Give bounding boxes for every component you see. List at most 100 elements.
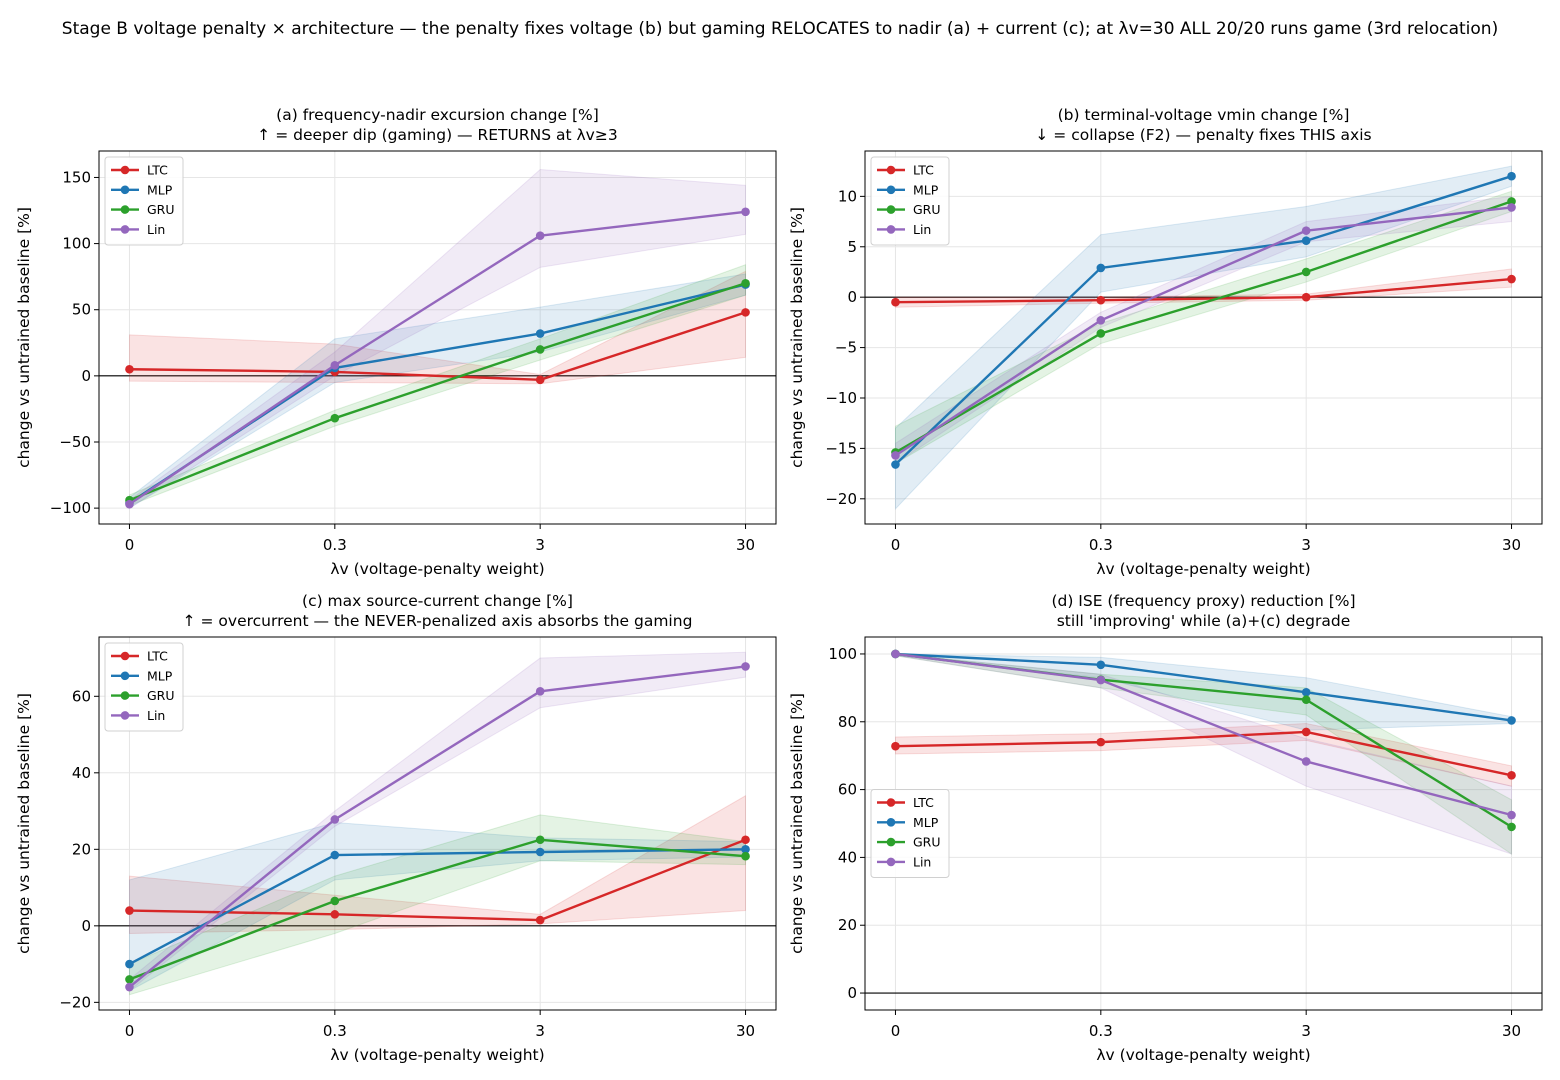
data-point-lin	[330, 360, 340, 370]
band-lin	[128, 169, 747, 510]
data-point-lin	[1301, 757, 1311, 766]
band-ltc	[128, 270, 747, 385]
data-point-lin	[1096, 316, 1106, 325]
data-point-ltc	[1301, 727, 1311, 737]
data-point-ltc	[1507, 771, 1516, 780]
legend-label-lin: Lin	[913, 222, 931, 237]
y-tick-label: 100	[62, 235, 91, 253]
data-point-ltc	[125, 906, 134, 915]
x-tick-label: 0.3	[1089, 536, 1113, 554]
data-point-lin	[891, 649, 900, 659]
series-line-gru	[129, 838, 746, 981]
legend: LTC MLP GRU Lin	[870, 789, 950, 878]
band-lin	[894, 653, 1513, 855]
series-line-lin	[895, 652, 1512, 817]
panel-title: (c) max source-current change [%]	[302, 592, 573, 610]
panel-subtitle: ↑ = deeper dip (gaming) — RETURNS at λv≥…	[257, 126, 617, 144]
y-tick-label: 0	[81, 917, 91, 935]
series-line-ltc	[895, 277, 1512, 304]
data-point-gru	[1301, 695, 1311, 705]
x-tick-label: 0.3	[323, 1022, 347, 1040]
data-point-lin	[1507, 810, 1516, 820]
data-point-mlp	[330, 850, 340, 860]
y-tick-label: 0	[81, 367, 91, 385]
data-point-lin	[1096, 675, 1106, 685]
data-point-gru	[1507, 822, 1516, 832]
data-point-mlp	[1096, 263, 1106, 273]
legend-label-gru: GRU	[913, 202, 941, 217]
y-tick-label: 0	[847, 984, 857, 1002]
chart-panel-c: −20 0 20 40 60 0 0.3 3 30 (c) max source-current …	[15, 592, 777, 1064]
series-line-mlp	[894, 175, 1512, 466]
data-point-ltc	[891, 297, 900, 307]
data-point-gru	[535, 835, 545, 845]
legend-marker-lin	[120, 711, 130, 720]
legend-box	[870, 789, 950, 878]
data-point-ltc	[741, 308, 750, 317]
series-line-ltc	[895, 730, 1512, 777]
legend-label-ltc: LTC	[913, 795, 934, 810]
x-tick-label: 30	[1502, 1022, 1521, 1040]
legend-label-ltc: LTC	[913, 163, 934, 178]
data-point-lin	[535, 687, 545, 696]
data-point-gru	[1096, 329, 1106, 338]
y-tick-label: 80	[838, 713, 857, 731]
data-point-lin	[891, 451, 900, 460]
y-tick-label: −20	[825, 490, 857, 508]
axes-frame	[98, 150, 777, 525]
data-point-gru	[741, 851, 750, 861]
data-point-ltc	[1301, 292, 1311, 302]
legend-marker-gru	[886, 205, 896, 214]
x-axis-label: λv (voltage-penalty weight)	[330, 1046, 544, 1064]
data-point-lin	[125, 982, 134, 992]
legend: LTC MLP GRU Lin	[870, 156, 950, 246]
y-tick-label: 20	[72, 840, 91, 858]
x-axis-label: λv (voltage-penalty weight)	[330, 560, 544, 578]
legend-label-mlp: MLP	[147, 668, 173, 683]
legend-marker-ltc	[120, 165, 130, 175]
data-point-gru	[330, 896, 340, 906]
y-tick-label: 100	[828, 645, 857, 663]
y-tick-label: 150	[62, 168, 91, 186]
y-axis-label: change vs untrained baseline [%]	[788, 207, 806, 468]
series-line-lin	[894, 206, 1512, 457]
axes-frame	[864, 150, 1543, 525]
x-tick-label: 3	[535, 1022, 545, 1040]
band-gru	[894, 653, 1513, 855]
x-tick-label: 3	[1301, 1022, 1311, 1040]
data-point-lin	[1301, 226, 1311, 235]
y-axis-label: change vs untrained baseline [%]	[15, 693, 33, 954]
chart-panel-b: −20 −15 −10 −5 0 5 10 0 0.3 3 30 (b) terminal-volta…	[788, 106, 1543, 578]
data-point-ltc	[125, 364, 134, 374]
series-line-gru	[894, 200, 1512, 454]
data-point-ltc	[535, 915, 545, 925]
series-line-lin	[128, 210, 746, 506]
legend-label-ltc: LTC	[147, 649, 168, 664]
data-point-mlp	[1507, 171, 1516, 181]
data-point-gru	[741, 278, 750, 288]
legend-marker-lin	[120, 225, 130, 234]
x-tick-label: 0	[125, 1022, 135, 1040]
legend-marker-lin	[886, 857, 896, 867]
y-tick-label: −10	[825, 389, 857, 407]
axes-frame	[864, 636, 1543, 1011]
data-point-lin	[741, 207, 750, 217]
series-line-ltc	[129, 311, 746, 382]
data-point-mlp	[1507, 716, 1516, 725]
x-tick-label: 30	[736, 536, 755, 554]
series-line-mlp	[128, 848, 746, 966]
data-point-gru	[125, 975, 134, 984]
data-point-mlp	[1096, 660, 1106, 670]
y-tick-label: 60	[72, 687, 91, 705]
series-line-mlp	[895, 652, 1512, 722]
legend-label-mlp: MLP	[147, 182, 173, 197]
band-gru	[128, 264, 747, 507]
band-gru	[128, 814, 747, 996]
x-axis-label: λv (voltage-penalty weight)	[1096, 560, 1310, 578]
y-tick-label: −50	[59, 433, 91, 451]
data-point-ltc	[535, 375, 545, 385]
chart-panel-d: 0 20 40 60 80 100 0 0.3 3 30 (d) ISE (frequency pr…	[788, 592, 1543, 1064]
legend-marker-ltc	[886, 798, 896, 807]
y-tick-label: −5	[835, 339, 857, 357]
y-tick-label: 5	[847, 238, 857, 256]
